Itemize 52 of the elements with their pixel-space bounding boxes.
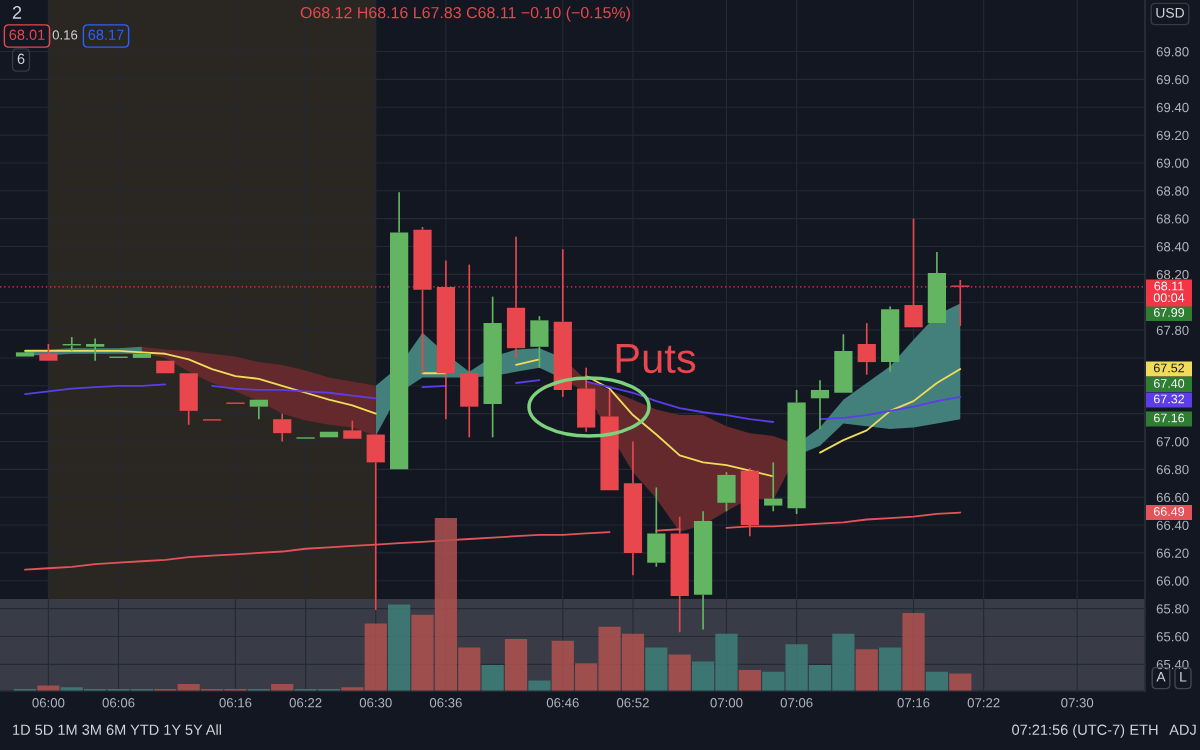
x-tick-label: 06:36 <box>429 698 462 708</box>
annotation: O68.12 H68.16 L67.83 C68.11 −0.10 (−0.15%) <box>300 6 630 22</box>
text: 66.49 <box>1154 507 1185 516</box>
y-tick-label: 69.20 <box>1156 130 1189 141</box>
y-tick-label: 67.80 <box>1156 325 1189 335</box>
y-tick-label: 66.00 <box>1156 576 1189 586</box>
annotation: Puts <box>616 344 696 374</box>
annotation: 68.17 <box>88 29 124 40</box>
x-tick-label: 07:00 <box>710 698 743 708</box>
x-tick-label: 06:52 <box>616 698 649 708</box>
text: 1D 5D 1M 3M 6M YTD 1Y 5Y All <box>13 724 221 735</box>
x-tick-label: 06:22 <box>289 698 322 708</box>
y-tick-label: 67.00 <box>1156 437 1189 447</box>
y-tick-label: 66.80 <box>1156 464 1189 475</box>
annotation: 0.16 <box>52 30 78 40</box>
y-tick-label: 65.60 <box>1156 632 1189 642</box>
text: 67.99 <box>1154 308 1185 317</box>
y-tick-label: 69.60 <box>1156 74 1189 85</box>
y-tick-label: 68.40 <box>1156 242 1189 252</box>
text: ADJ <box>1169 724 1196 735</box>
text: 07:21:56 (UTC-7) <box>1012 724 1125 738</box>
x-tick-label: 07:16 <box>897 698 930 708</box>
text: L <box>1180 672 1187 682</box>
y-tick-label: 66.60 <box>1156 492 1189 503</box>
x-tick-label: 06:30 <box>359 698 392 708</box>
text: A <box>1156 672 1166 682</box>
text: 67.16 <box>1154 413 1185 423</box>
y-tick-label: 68.20 <box>1156 269 1189 280</box>
text: USD <box>1156 7 1184 18</box>
y-tick-label: 69.40 <box>1156 102 1189 113</box>
x-tick-label: 06:16 <box>219 698 252 708</box>
annotation: 6 <box>17 53 25 64</box>
y-tick-label: 68.80 <box>1156 186 1189 196</box>
y-tick-label: 68.60 <box>1156 214 1189 224</box>
text: 67.40 <box>1154 379 1185 388</box>
text: 67.32 <box>1154 394 1185 404</box>
text: ETH <box>1130 724 1158 735</box>
y-tick-label: 66.40 <box>1156 520 1189 530</box>
x-tick-label: 07:22 <box>967 698 1000 708</box>
y-tick-label: 65.80 <box>1156 604 1189 614</box>
text: 67.52 <box>1154 363 1185 373</box>
chart-title: 2 <box>12 6 22 19</box>
y-tick-label: 69.00 <box>1156 158 1189 168</box>
annotation: 68.01 <box>9 29 45 40</box>
x-tick-label: 06:06 <box>102 698 135 708</box>
y-tick-label: 69.80 <box>1156 47 1189 57</box>
x-tick-label: 06:00 <box>32 698 65 708</box>
y-tick-label: 66.20 <box>1156 548 1189 558</box>
x-tick-label: 07:06 <box>780 698 813 708</box>
x-tick-label: 06:46 <box>546 698 579 708</box>
ref-line-label: 68.11 00:04 <box>1153 281 1185 303</box>
x-tick-label: 07:30 <box>1061 698 1094 708</box>
